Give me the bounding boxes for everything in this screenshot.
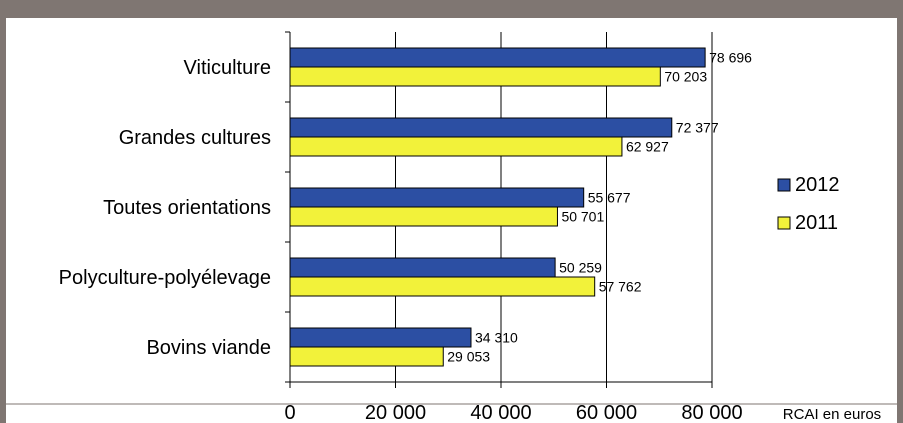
legend-label: 2011 <box>795 212 838 234</box>
bar-2012 <box>289 187 585 208</box>
value-label: 55 677 <box>588 190 631 206</box>
x-tick-label: 0 <box>284 402 295 423</box>
frame-left-border <box>0 0 6 423</box>
frame-bottom-border <box>6 406 897 423</box>
bar-2011 <box>289 206 558 227</box>
header-band <box>0 0 903 18</box>
bar-2012 <box>289 257 556 278</box>
x-tick-label: 40 000 <box>470 402 531 423</box>
legend-swatch <box>777 178 791 192</box>
value-label: 29 053 <box>447 349 490 365</box>
value-label: 70 203 <box>664 69 707 85</box>
x-tick-label: 20 000 <box>365 402 426 423</box>
bar-2011 <box>289 276 596 297</box>
legend-label: 2012 <box>795 174 840 196</box>
legend: 2012 2011 <box>777 174 840 234</box>
category-label: Toutes orientations <box>103 197 271 219</box>
value-label: 50 701 <box>561 209 604 225</box>
value-label: 72 377 <box>676 120 719 136</box>
bar-2012 <box>289 47 706 68</box>
category-label: Grandes cultures <box>119 127 271 149</box>
bar-2012 <box>289 327 472 348</box>
value-label: 78 696 <box>709 50 752 66</box>
legend-swatch <box>777 216 791 230</box>
bars-group <box>289 47 706 367</box>
category-label: Viticulture <box>184 57 271 79</box>
category-label: Polyculture-polyélevage <box>59 267 271 289</box>
x-tick-label: 80 000 <box>681 402 742 423</box>
value-label: 34 310 <box>475 330 518 346</box>
category-labels: Viticulture Grandes cultures Toutes orient… <box>59 57 271 359</box>
x-axis-label: RCAI en euros <box>783 406 881 423</box>
category-label: Bovins viande <box>146 337 271 359</box>
x-tick-labels: 0 20 000 40 000 60 000 80 000 <box>284 402 742 423</box>
bar-2012 <box>289 117 673 138</box>
bar-2011 <box>289 346 444 367</box>
value-label: 62 927 <box>626 139 669 155</box>
bar-2011 <box>289 136 623 157</box>
value-label: 50 259 <box>559 260 602 276</box>
frame-right-border <box>897 0 903 423</box>
x-tick-label: 60 000 <box>576 402 637 423</box>
bar-2011 <box>289 66 661 87</box>
axes <box>285 31 713 388</box>
value-label: 57 762 <box>599 279 642 295</box>
